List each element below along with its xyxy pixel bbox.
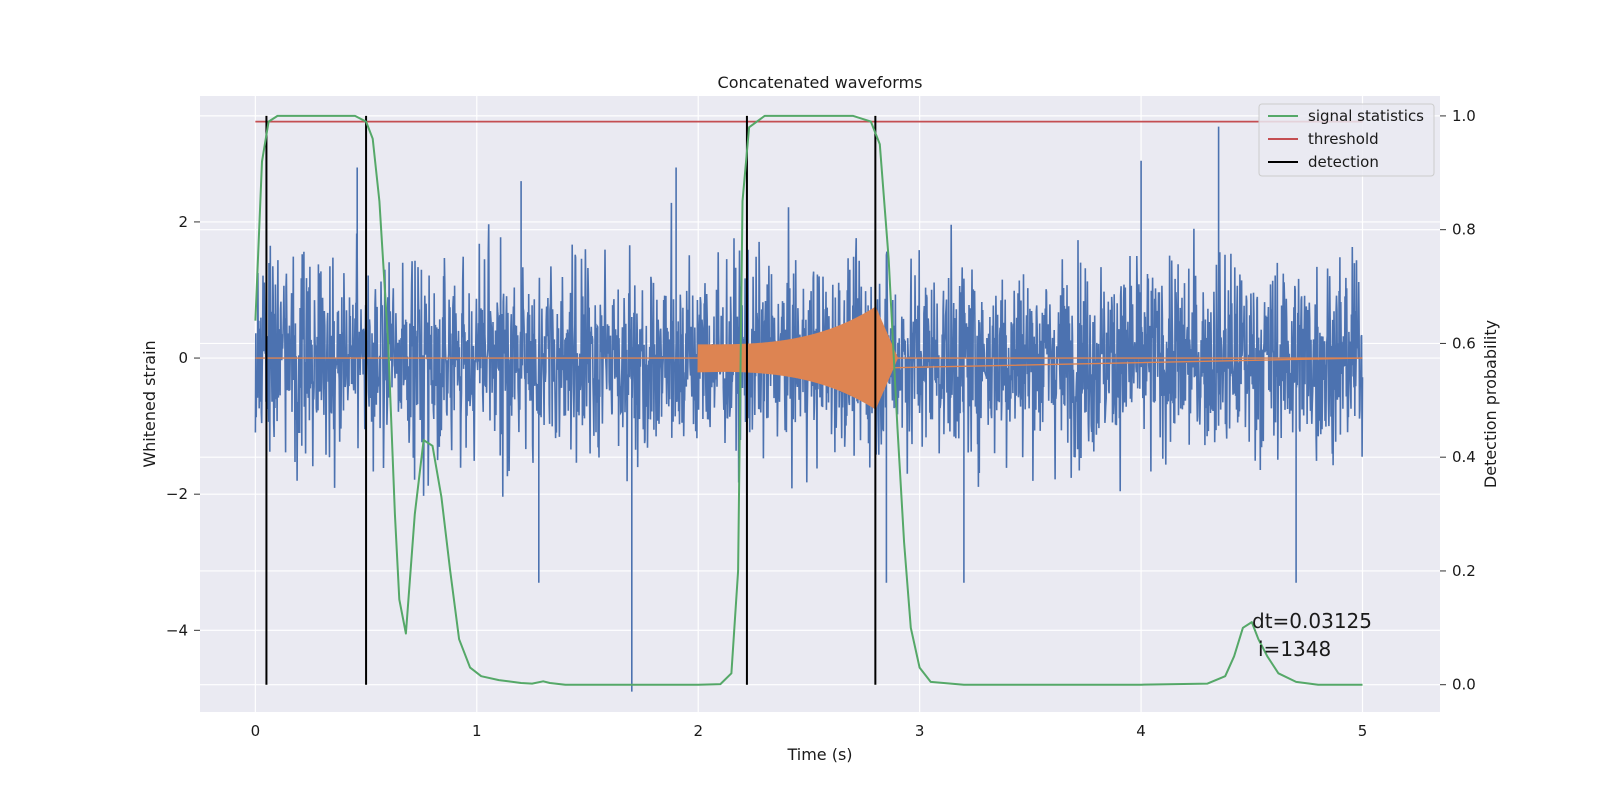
y2-tick-label: 0.4 bbox=[1452, 448, 1476, 466]
y2-tick-label: 0.2 bbox=[1452, 562, 1476, 580]
y2-axis-label: Detection probability bbox=[1481, 320, 1500, 488]
legend-label-signal-statistics: signal statistics bbox=[1308, 107, 1424, 125]
annotation-line-2: i=1348 bbox=[1258, 637, 1331, 661]
y-tick-label: 0 bbox=[178, 349, 188, 367]
y2-tick-label: 0.6 bbox=[1452, 334, 1476, 352]
annotation-line-1: dt=0.03125 bbox=[1252, 609, 1372, 633]
x-tick-label: 3 bbox=[915, 722, 925, 740]
plot-area bbox=[200, 96, 1440, 712]
x-axis-label: Time (s) bbox=[786, 745, 852, 764]
y2-tick-label: 0.8 bbox=[1452, 221, 1476, 239]
y2-tick-label: 1.0 bbox=[1452, 107, 1476, 125]
x-tick-label: 0 bbox=[251, 722, 261, 740]
y-axis-label: Whitened strain bbox=[140, 340, 159, 467]
signal-statistics-line bbox=[254, 114, 1363, 686]
data-series bbox=[254, 114, 1364, 692]
y-tick-label: 2 bbox=[178, 213, 188, 231]
x-tick-label: 5 bbox=[1358, 722, 1368, 740]
x-tick-label: 1 bbox=[472, 722, 482, 740]
y-tick-label: −2 bbox=[166, 485, 188, 503]
axis-ticks: 0 1 2 3 4 5 −4 −2 0 2 0.0 0.2 0.4 0.6 0.8 1.0 bbox=[166, 107, 1476, 740]
legend-box bbox=[1258, 103, 1435, 177]
x-tick-label: 2 bbox=[693, 722, 703, 740]
annotation: dt=0.03125 i=1348 bbox=[1252, 609, 1372, 661]
legend: signal statistics threshold detection bbox=[1258, 103, 1435, 177]
y-tick-label: −4 bbox=[166, 621, 188, 639]
chart-title: Concatenated waveforms bbox=[718, 73, 923, 92]
legend-label-detection: detection bbox=[1308, 153, 1379, 171]
waveform-series-line bbox=[255, 307, 1363, 410]
legend-label-threshold: threshold bbox=[1308, 130, 1379, 148]
x-tick-label: 4 bbox=[1136, 722, 1146, 740]
y2-tick-label: 0.0 bbox=[1452, 676, 1476, 694]
